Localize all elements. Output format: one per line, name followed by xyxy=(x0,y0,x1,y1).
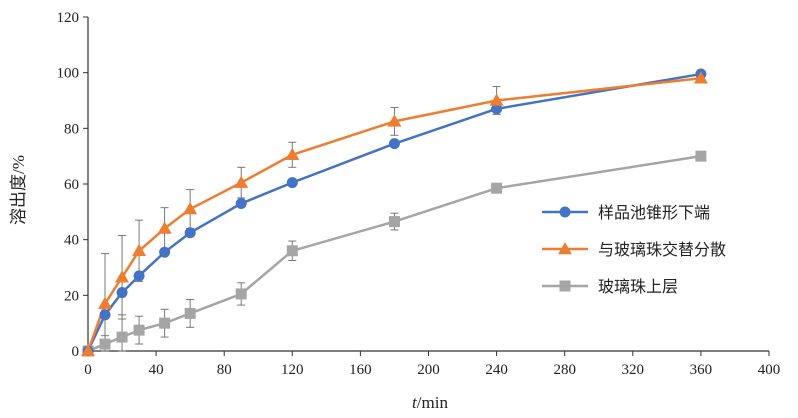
data-point xyxy=(184,307,196,319)
x-tick-label: 80 xyxy=(217,362,232,378)
x-tick-label: 200 xyxy=(417,362,440,378)
x-tick-label: 400 xyxy=(758,362,781,378)
x-tick-label: 280 xyxy=(553,362,576,378)
data-point xyxy=(388,216,400,228)
data-point xyxy=(489,93,504,106)
data-point xyxy=(491,103,503,115)
data-point xyxy=(157,221,172,234)
data-point xyxy=(491,182,503,194)
legend-entry: 玻璃珠上层 xyxy=(598,277,678,296)
data-point xyxy=(133,324,145,336)
y-tick-label: 100 xyxy=(57,66,80,82)
data-point xyxy=(133,270,145,282)
data-point xyxy=(183,202,198,215)
x-tick-label: 0 xyxy=(84,362,92,378)
data-point xyxy=(116,287,128,299)
y-tick-label: 80 xyxy=(64,121,79,137)
data-point xyxy=(387,114,402,127)
legend-swatch-marker xyxy=(559,280,571,292)
y-axis-title: 溶出度/% xyxy=(9,155,28,225)
y-tick-label: 20 xyxy=(64,288,79,304)
error-bars xyxy=(101,86,501,352)
data-point xyxy=(286,177,298,189)
x-axis-title: t/min xyxy=(412,393,448,412)
y-tick-label: 120 xyxy=(57,10,80,26)
x-tick-label: 240 xyxy=(485,362,508,378)
series-markers xyxy=(81,68,708,357)
data-point xyxy=(286,245,298,257)
data-point xyxy=(98,296,113,309)
x-tick-label: 360 xyxy=(690,362,713,378)
x-axis-title-unit: /min xyxy=(417,393,449,412)
data-point xyxy=(99,338,111,350)
data-point xyxy=(235,197,247,209)
x-tick-label: 160 xyxy=(349,362,372,378)
data-point xyxy=(184,227,196,239)
y-tick-label: 0 xyxy=(72,344,80,360)
data-point xyxy=(159,246,171,258)
legend-swatch-marker xyxy=(559,206,571,218)
x-tick-label: 320 xyxy=(622,362,645,378)
axis-ticks: 0 20 40 60 80 100 120 0 40 80 120 160 200 240 280 320 36… xyxy=(57,10,781,378)
x-tick-label: 120 xyxy=(281,362,304,378)
x-axis-title-var: t xyxy=(412,393,418,412)
data-point xyxy=(235,288,247,300)
data-point xyxy=(234,175,249,188)
y-tick-label: 60 xyxy=(64,177,79,193)
legend-swatch-marker xyxy=(558,242,572,255)
data-point xyxy=(695,150,707,162)
data-point xyxy=(81,344,95,357)
data-point xyxy=(388,138,400,150)
data-point xyxy=(159,317,171,329)
y-tick-label: 40 xyxy=(64,233,79,249)
data-point xyxy=(693,71,708,84)
data-point xyxy=(116,331,128,343)
data-point xyxy=(132,243,147,257)
x-tick-label: 40 xyxy=(149,362,164,378)
data-point xyxy=(99,309,111,321)
data-point xyxy=(115,270,130,283)
legend-entry: 样品池锥形下端 xyxy=(598,203,710,222)
legend-entry: 与玻璃珠交替分散 xyxy=(598,240,726,259)
data-point xyxy=(285,147,300,161)
